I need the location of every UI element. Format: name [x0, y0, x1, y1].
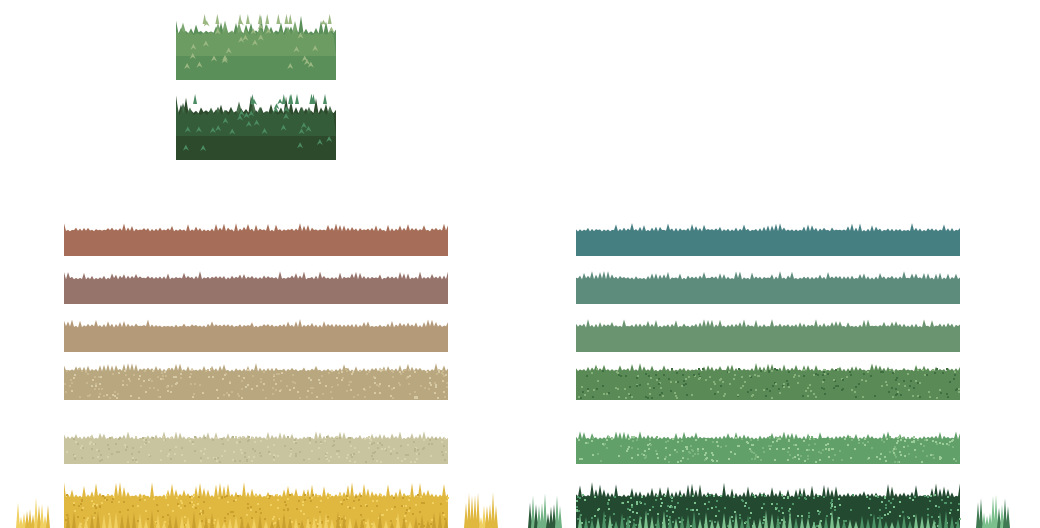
- grass-strip-tan: [64, 319, 448, 352]
- grass-strip-teal: [576, 223, 960, 256]
- grass-strip-sage: [576, 319, 960, 352]
- grass-tuft-golden-right: [464, 492, 498, 528]
- grass-strip-meadow: [576, 431, 960, 464]
- grass-strip-mauve: [64, 271, 448, 304]
- bush-tile-light: [176, 14, 336, 80]
- grass-strip-brick: [64, 223, 448, 256]
- grass-strip-sea-green: [576, 271, 960, 304]
- grass-strip-forest: [576, 482, 961, 528]
- bush-tile-dark: [176, 94, 336, 160]
- grass-strip-pale: [64, 431, 448, 464]
- grass-tuft-golden-left: [16, 497, 50, 528]
- grass-tuft-forest-left: [528, 493, 562, 528]
- grass-strip-moss: [576, 363, 960, 400]
- grass-tuft-forest-right: [976, 494, 1010, 528]
- grass-strip-sand: [64, 363, 448, 400]
- grass-strip-golden: [64, 482, 449, 528]
